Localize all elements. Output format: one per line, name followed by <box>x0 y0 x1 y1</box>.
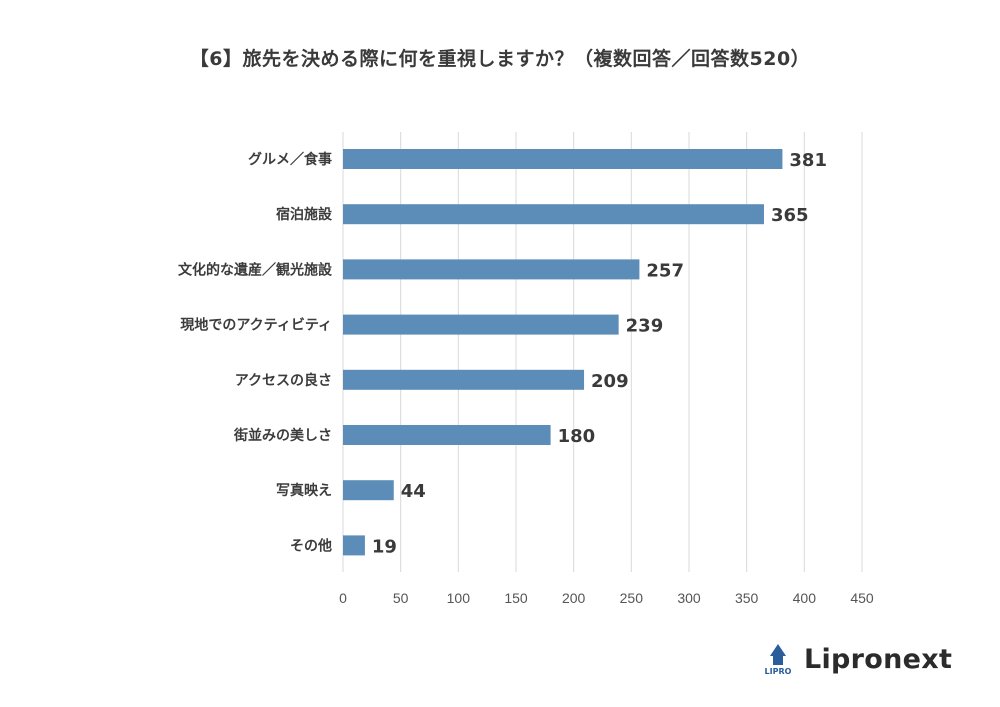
bars <box>343 149 783 556</box>
x-tick-label: 250 <box>620 590 644 606</box>
data-label: 239 <box>626 316 664 337</box>
x-tick-label: 400 <box>793 590 817 606</box>
category-label: 写真映え <box>276 482 332 499</box>
logo-mark-text: LIPRO <box>765 667 792 676</box>
x-tick-label: 450 <box>850 590 874 606</box>
category-label: その他 <box>290 537 332 554</box>
x-tick-label: 150 <box>504 590 528 606</box>
x-tick-label: 350 <box>735 590 759 606</box>
logo-wordmark: Lipronext <box>804 643 953 675</box>
data-label: 19 <box>372 536 397 557</box>
category-label: 街並みの美しさ <box>233 427 332 444</box>
category-label: アクセスの良さ <box>235 372 332 389</box>
bar <box>343 480 394 501</box>
category-labels: グルメ／食事宿泊施設文化的な遺産／観光施設現地でのアクティビティアクセスの良さ街… <box>178 151 333 554</box>
category-label: 宿泊施設 <box>276 206 333 223</box>
bar <box>343 425 551 445</box>
lipronext-logo: LIPRO Lipronext <box>760 638 952 680</box>
data-label: 365 <box>771 205 809 226</box>
x-tick-label: 100 <box>447 590 471 606</box>
data-label: 209 <box>591 371 629 392</box>
x-tick-label: 0 <box>339 590 347 606</box>
category-label: 文化的な遺産／観光施設 <box>178 261 333 278</box>
bar <box>343 204 764 225</box>
data-label: 257 <box>646 260 684 281</box>
lipro-mark-icon: LIPRO <box>765 644 792 676</box>
bar <box>343 535 365 556</box>
data-labels: 381 365 257 239 209 180 44 19 <box>372 150 827 557</box>
bar <box>343 369 585 390</box>
data-label: 44 <box>401 481 426 502</box>
bar <box>343 149 783 169</box>
gridlines <box>342 132 863 572</box>
bar <box>343 259 640 280</box>
x-axis-ticks: 0 50 100 150 200 250 300 350 400 450 <box>339 590 874 606</box>
x-tick-label: 200 <box>562 590 586 606</box>
chart-title: 【6】旅先を決める際に何を重視しますか？（複数回答／回答数520） <box>189 48 811 70</box>
data-label: 381 <box>789 150 827 171</box>
bar <box>343 314 619 335</box>
category-label: 現地でのアクティビティ <box>180 317 332 334</box>
x-tick-label: 300 <box>677 590 701 606</box>
category-label: グルメ／食事 <box>248 151 332 168</box>
data-label: 180 <box>558 426 596 447</box>
x-tick-label: 50 <box>393 590 409 606</box>
